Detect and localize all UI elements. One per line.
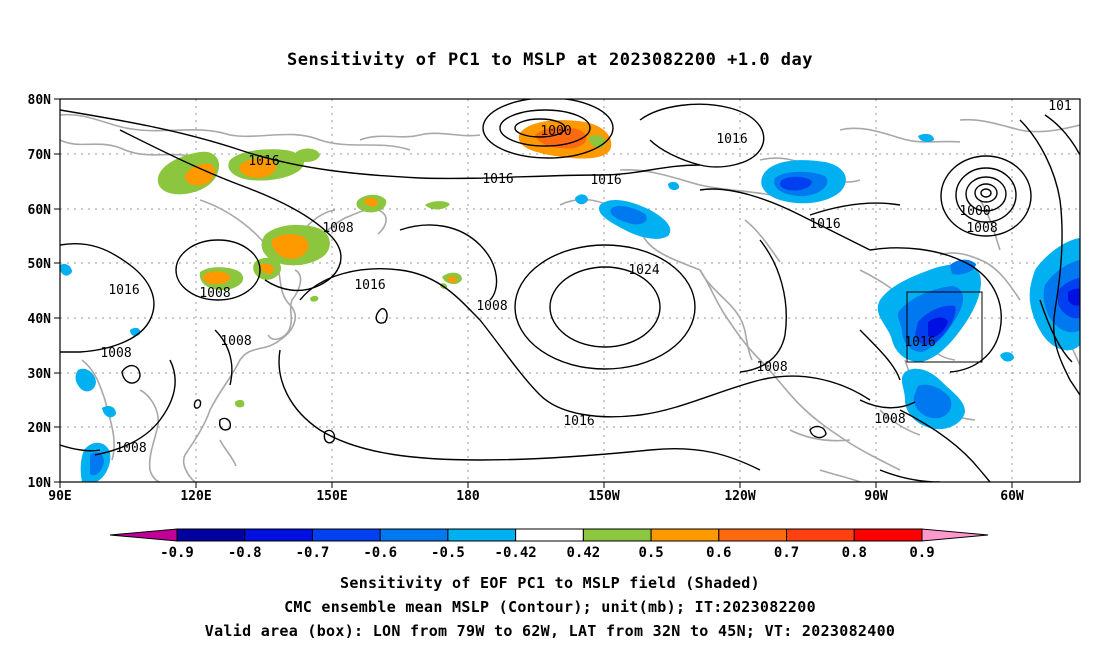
contour-label: 1008 xyxy=(966,221,997,236)
lon-label: 60W xyxy=(1000,489,1024,504)
contour-label: 1008 xyxy=(874,412,905,427)
contour-label: 1008 xyxy=(220,334,251,349)
lat-label: 80N xyxy=(28,93,52,108)
contour-label: 1016 xyxy=(716,132,747,147)
colorbar-under-triangle xyxy=(109,528,178,542)
colorbar-tick-label: -0.9 xyxy=(160,545,194,561)
colorbar-tick-label: -0.7 xyxy=(296,545,330,561)
lon-label: 180 xyxy=(456,489,480,504)
contour-label: 1016 xyxy=(248,154,279,169)
colorbar-box xyxy=(650,528,720,542)
lon-label: 120W xyxy=(724,489,755,504)
lon-label: 150W xyxy=(588,489,619,504)
colorbar-box xyxy=(515,528,584,542)
colorbar-tick-label: -0.6 xyxy=(363,545,397,561)
contour-label: 1016 xyxy=(108,283,139,298)
colorbar-tick-label: -0.8 xyxy=(228,545,262,561)
contour-label: 101 xyxy=(1048,99,1071,114)
colorbar-tick-label: -0.42 xyxy=(495,545,537,561)
negative-sensitivity-patches xyxy=(60,133,1080,482)
contour-label: 1008 xyxy=(115,441,146,456)
axis-ticks xyxy=(54,98,1013,488)
lat-label: 70N xyxy=(28,148,52,163)
positive-sensitivity-patches xyxy=(157,120,612,408)
caption-shading: Sensitivity of EOF PC1 to MSLP field (Sh… xyxy=(340,574,760,592)
lon-label: 150E xyxy=(316,489,347,504)
colorbar-box xyxy=(853,528,923,542)
map-title: Sensitivity of PC1 to MSLP at 2023082200… xyxy=(286,50,813,70)
caption-contour: CMC ensemble mean MSLP (Contour); unit(m… xyxy=(284,598,816,616)
colorbar-over-triangle xyxy=(921,528,989,542)
contour-label: 1000 xyxy=(540,124,571,139)
contour-label: 1016 xyxy=(482,172,513,187)
caption-valid-area: Valid area (box): LON from 79W to 62W, L… xyxy=(204,622,896,640)
colorbar-tick-label: 0.42 xyxy=(567,545,601,561)
lat-label: 50N xyxy=(28,257,52,272)
contour-label: 1008 xyxy=(199,286,230,301)
lat-label: 40N xyxy=(28,312,52,327)
colorbar-box xyxy=(718,528,788,542)
contour-label: 1008 xyxy=(476,299,507,314)
contour-label: 1016 xyxy=(563,414,594,429)
lat-label: 60N xyxy=(28,203,52,218)
lon-label: 90E xyxy=(48,489,71,504)
colorbar-tick-label: 0.5 xyxy=(638,545,663,561)
contour-label: 1008 xyxy=(100,346,131,361)
colorbar-box xyxy=(244,528,313,542)
colorbar-box xyxy=(582,528,652,542)
contour-label: 1016 xyxy=(904,335,935,350)
colorbar-box xyxy=(176,528,246,542)
valid-area-box xyxy=(906,291,983,363)
contour-label: 1000 xyxy=(959,204,990,219)
colorbar-tick-label: 0.7 xyxy=(774,545,799,561)
mslp-contours xyxy=(60,99,1080,482)
lat-label: 20N xyxy=(28,421,52,436)
contour-label: 1016 xyxy=(809,217,840,232)
colorbar: -0.9 -0.8 -0.7 -0.6 -0.5 -0.42 0.42 0.5 0.6 0.7 0.… xyxy=(109,528,989,561)
contour-label: 1016 xyxy=(354,278,385,293)
colorbar-tick-label: -0.5 xyxy=(431,545,465,561)
map-frame-border xyxy=(59,98,1081,483)
lon-label: 90W xyxy=(864,489,888,504)
colorbar-box xyxy=(379,528,449,542)
contour-label: 1024 xyxy=(628,263,659,278)
colorbar-tick-label: 0.6 xyxy=(706,545,731,561)
contour-label: 1016 xyxy=(590,173,621,188)
contour-label-group: 1000 1016 1008 1016 1016 1016 1016 1000 … xyxy=(100,99,1071,456)
contour-label: 1008 xyxy=(756,360,787,375)
colorbar-box xyxy=(447,528,517,542)
contour-label: 1008 xyxy=(322,221,353,236)
latitude-labels: 80N 70N 60N 50N 40N 30N 20N 10N xyxy=(28,93,52,491)
colorbar-box xyxy=(311,528,381,542)
lat-label: 30N xyxy=(28,367,52,382)
longitude-labels: 90E 120E 150E 180 150W 120W 90W 60W xyxy=(48,489,1024,504)
colorbar-box xyxy=(786,528,855,542)
colorbar-tick-label: 0.8 xyxy=(842,545,867,561)
lat-label: 10N xyxy=(28,476,52,491)
lon-label: 120E xyxy=(180,489,211,504)
colorbar-tick-label: 0.9 xyxy=(909,545,934,561)
